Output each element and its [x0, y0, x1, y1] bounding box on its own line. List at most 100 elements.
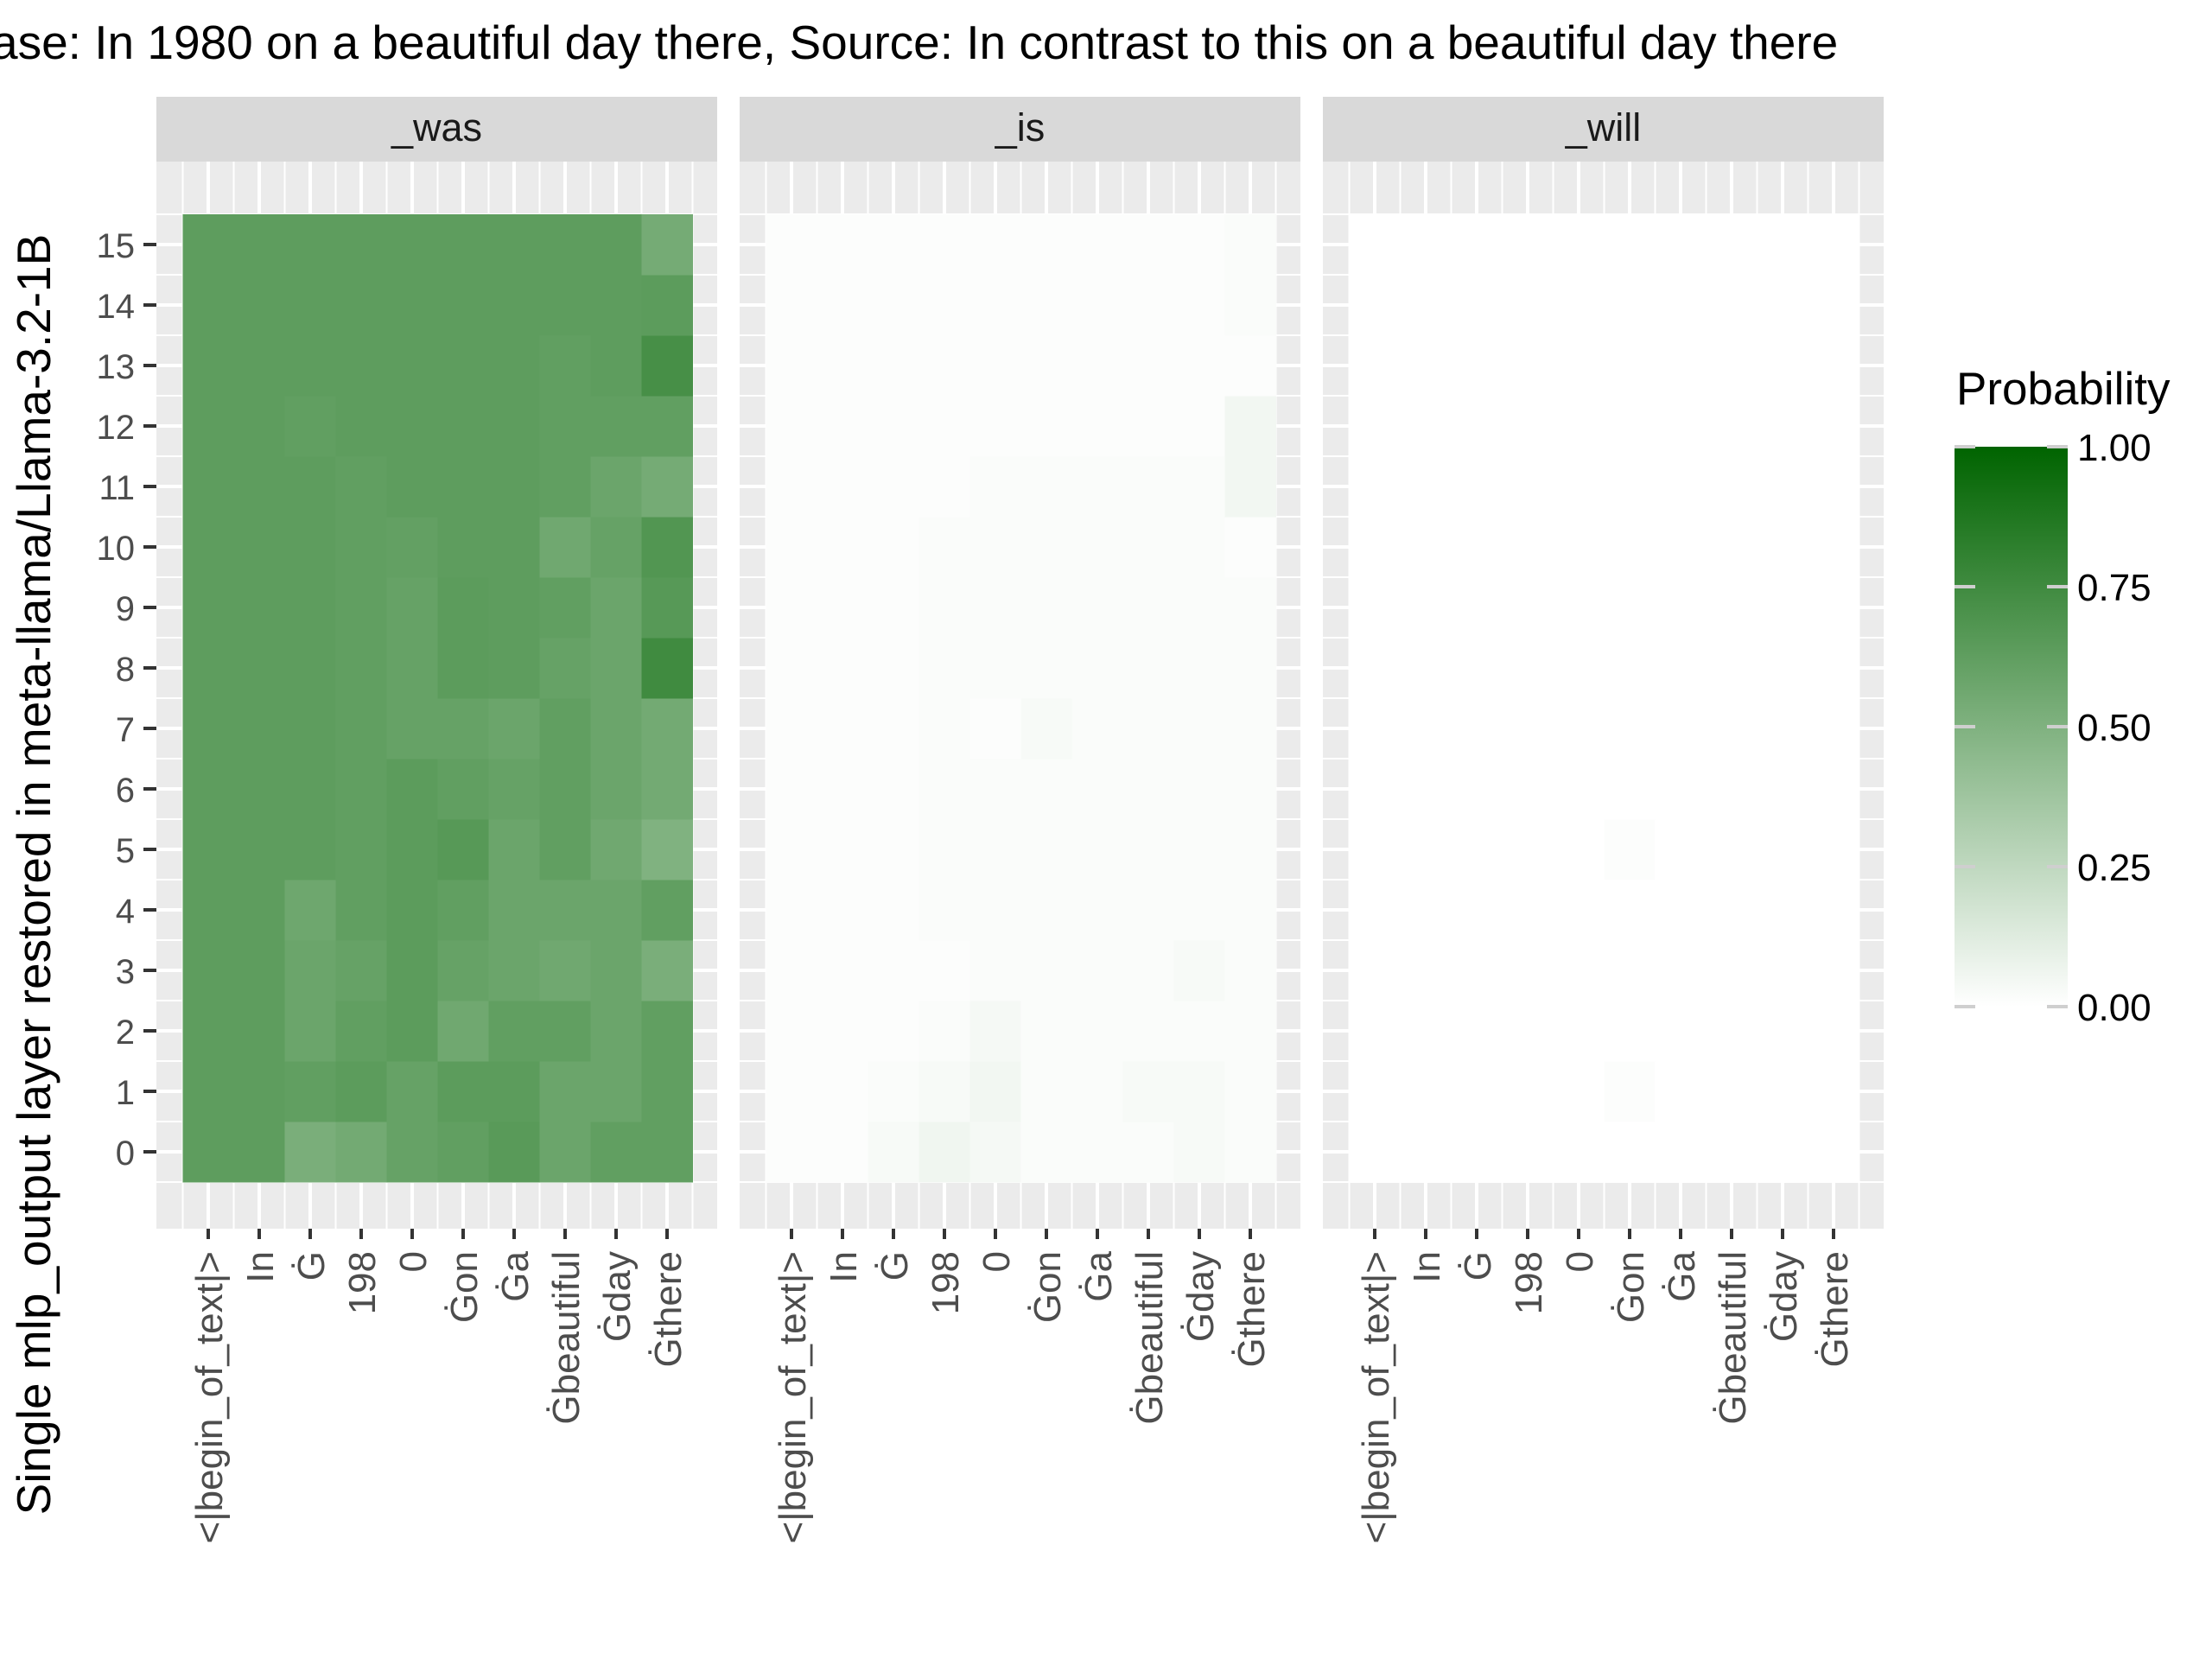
heatmap-cell: _was | layer 9 | 0: 0.6 — [386, 577, 438, 639]
heatmap-cell: _will | layer 2 | Ġon: 0 — [1604, 1001, 1656, 1062]
heatmap-cell: _is | layer 13 | Ġ: 0.01 — [868, 335, 919, 397]
y-tick-label: 5 — [116, 832, 135, 870]
heatmap-cell: _will | layer 15 | Ġday: 0 — [1757, 214, 1808, 276]
heatmap-cell: _is | layer 13 | <|begin_of_text|>: 0.01 — [766, 335, 817, 397]
heatmap-cell: _is | layer 10 | In: 0.01 — [817, 517, 868, 578]
heatmap-cell: _will | layer 8 | In: 0 — [1400, 638, 1452, 699]
heatmap-cell: _is | layer 1 | Ġon: 0.02 — [1020, 1061, 1072, 1122]
x-tick-label: Ġa — [494, 1250, 537, 1301]
heatmap-cell: _is | layer 12 | Ġon: 0.01 — [1020, 396, 1072, 457]
heatmap-cell: _is | layer 2 | Ġon: 0.02 — [1020, 1001, 1072, 1062]
heatmap-cell: _is | layer 7 | Ġa: 0.02 — [1071, 698, 1123, 760]
heatmap-cell: _is | layer 0 | Ġ: 0.03 — [868, 1122, 919, 1183]
heatmap-cell: _was | layer 3 | <|begin_of_text|>: 0.63 — [182, 940, 234, 1001]
heatmap-cell: _will | layer 9 | Ġon: 0 — [1604, 577, 1656, 639]
heatmap-cell: _is | layer 14 | Ġa: 0.01 — [1071, 275, 1123, 336]
heatmap-cell: _is | layer 15 | 0: 0.01 — [969, 214, 1021, 276]
y-tick-label: 13 — [97, 348, 136, 386]
facet-panel-is: _is _is | layer 0 | <|begin_of_text|>: 0.… — [740, 97, 1300, 1543]
legend-tick-label: 1.00 — [2077, 427, 2152, 469]
heatmap-cell: _will | layer 11 | Ġday: 0 — [1757, 456, 1808, 518]
heatmap-cell: _is | layer 9 | In: 0.01 — [817, 577, 868, 639]
heatmap-cell: _was | layer 8 | Ġthere: 0.75 — [641, 638, 693, 699]
y-tick-label: 0 — [116, 1135, 135, 1173]
heatmap-cell: _is | layer 4 | 0: 0.02 — [969, 880, 1021, 941]
heatmap-cell: _will | layer 4 | 0: 0 — [1553, 880, 1605, 941]
heatmap-cell: _is | layer 14 | <|begin_of_text|>: 0.01 — [766, 275, 817, 336]
heatmap-cell: _is | layer 8 | In: 0.01 — [817, 638, 868, 699]
heatmap-cell: _is | layer 13 | 0: 0.01 — [969, 335, 1021, 397]
heatmap-cell: _is | layer 13 | Ġthere: 0.01 — [1224, 335, 1276, 397]
heatmap-cell: _will | layer 11 | Ġa: 0 — [1655, 456, 1707, 518]
heatmap-cell: _will | layer 14 | Ġa: 0 — [1655, 275, 1707, 336]
heatmap-cell: _is | layer 2 | 0: 0.04 — [969, 1001, 1021, 1062]
heatmap-cell: _was | layer 2 | In: 0.63 — [233, 1001, 285, 1062]
heatmap-cell: _was | layer 0 | 0: 0.6 — [386, 1122, 438, 1183]
heatmap-cell: _was | layer 4 | Ġon: 0.62 — [437, 880, 489, 941]
heatmap-cell: _will | layer 12 | Ġ: 0 — [1451, 396, 1503, 457]
heatmap-cell: _was | layer 8 | Ġbeautiful: 0.6 — [539, 638, 591, 699]
heatmap-cell: _will | layer 14 | Ġbeautiful: 0 — [1706, 275, 1758, 336]
heatmap-cell: _was | layer 4 | Ġ: 0.57 — [284, 880, 336, 941]
x-tick-label: 198 — [341, 1251, 384, 1314]
heatmap-cell: _was | layer 9 | Ġ: 0.63 — [284, 577, 336, 639]
heatmap-cell: _is | layer 6 | 198: 0.02 — [918, 759, 970, 820]
heatmap-cell: _was | layer 2 | Ġa: 0.62 — [488, 1001, 540, 1062]
x-tick-label: Ġon — [443, 1251, 486, 1323]
heatmap-cell: _was | layer 1 | Ġday: 0.58 — [590, 1061, 642, 1122]
heatmap-cell: _was | layer 14 | <|begin_of_text|>: 0.6… — [182, 275, 234, 336]
heatmap-cell: _is | layer 3 | Ġa: 0.02 — [1071, 940, 1123, 1001]
heatmap-cell: _was | layer 15 | Ġday: 0.63 — [590, 214, 642, 276]
heatmap-cell: _was | layer 11 | 0: 0.63 — [386, 456, 438, 518]
heatmap-cell: _was | layer 14 | In: 0.63 — [233, 275, 285, 336]
legend-ticks: 1.00 0.75 0.50 0.25 0.00 — [1955, 427, 2152, 1029]
facet-strip-label: _is — [995, 105, 1046, 149]
x-tick-label: Ġa — [1661, 1250, 1703, 1301]
heatmap-cell: _was | layer 12 | 0: 0.63 — [386, 396, 438, 457]
heatmap-cell: _is | layer 0 | <|begin_of_text|>: 0.01 — [766, 1122, 817, 1183]
heatmap-cell: _was | layer 9 | <|begin_of_text|>: 0.63 — [182, 577, 234, 639]
heatmap-cell: _will | layer 14 | 0: 0 — [1553, 275, 1605, 336]
heatmap-cell: _will | layer 6 | <|begin_of_text|>: 0 — [1349, 759, 1401, 820]
heatmap-cell: _will | layer 12 | <|begin_of_text|>: 0 — [1349, 396, 1401, 457]
heatmap-cell: _will | layer 4 | In: 0 — [1400, 880, 1452, 941]
heatmap-cell: _will | layer 10 | Ġon: 0 — [1604, 517, 1656, 578]
heatmap-cell: _is | layer 14 | 198: 0.01 — [918, 275, 970, 336]
heatmap-cell: _was | layer 14 | Ġa: 0.63 — [488, 275, 540, 336]
heatmap-cell: _will | layer 3 | Ġday: 0 — [1757, 940, 1808, 1001]
heatmap-cell: _was | layer 9 | Ġday: 0.58 — [590, 577, 642, 639]
heatmap-cell: _will | layer 2 | 0: 0 — [1553, 1001, 1605, 1062]
heatmap-cell: _will | layer 14 | In: 0 — [1400, 275, 1452, 336]
heatmap-cell: _will | layer 0 | 198: 0 — [1502, 1122, 1554, 1183]
heatmap-cell: _is | layer 12 | Ġthere: 0.05 — [1224, 396, 1276, 457]
heatmap-cell: _is | layer 2 | Ġa: 0.02 — [1071, 1001, 1123, 1062]
heatmap-cell: _will | layer 7 | Ġa: 0 — [1655, 698, 1707, 760]
heatmap-cell: _is | layer 8 | 0: 0.02 — [969, 638, 1021, 699]
heatmap-cell: _is | layer 6 | 0: 0.02 — [969, 759, 1021, 820]
heatmap-cell: _is | layer 8 | Ġa: 0.02 — [1071, 638, 1123, 699]
heatmap-cell: _will | layer 4 | Ġ: 0 — [1451, 880, 1503, 941]
heatmap-cell: _was | layer 14 | 198: 0.63 — [335, 275, 387, 336]
heatmap-cell: _is | layer 9 | Ġ: 0.01 — [868, 577, 919, 639]
heatmap-cell: _is | layer 11 | Ġthere: 0.05 — [1224, 456, 1276, 518]
heatmap-cell: _is | layer 5 | In: 0.01 — [817, 819, 868, 880]
heatmap-cell: _is | layer 1 | Ġday: 0.03 — [1173, 1061, 1225, 1122]
heatmap-cell: _is | layer 15 | Ġon: 0.01 — [1020, 214, 1072, 276]
heatmap-cell: _is | layer 11 | Ġa: 0.02 — [1071, 456, 1123, 518]
heatmap-cell: _was | layer 3 | Ġon: 0.6 — [437, 940, 489, 1001]
heatmap-cell: _is | layer 12 | <|begin_of_text|>: 0.01 — [766, 396, 817, 457]
heatmap-cell: _is | layer 4 | <|begin_of_text|>: 0.01 — [766, 880, 817, 941]
heatmap-cell: _will | layer 0 | <|begin_of_text|>: 0 — [1349, 1122, 1401, 1183]
heatmap-cell: _will | layer 1 | Ġbeautiful: 0 — [1706, 1061, 1758, 1122]
heatmap-cell: _is | layer 6 | Ġbeautiful: 0.02 — [1122, 759, 1174, 820]
heatmap-cell: _was | layer 15 | Ġ: 0.63 — [284, 214, 336, 276]
heatmap-cell: _was | layer 6 | In: 0.63 — [233, 759, 285, 820]
heatmap-cell: _was | layer 4 | Ġday: 0.58 — [590, 880, 642, 941]
heatmap-cell: _will | layer 10 | Ġthere: 0 — [1808, 517, 1859, 578]
heatmap-cell: _is | layer 11 | Ġon: 0.02 — [1020, 456, 1072, 518]
heatmap-cell: _will | layer 12 | In: 0 — [1400, 396, 1452, 457]
heatmap-cell: _was | layer 4 | 0: 0.64 — [386, 880, 438, 941]
heatmap-cell: _will | layer 15 | Ġa: 0 — [1655, 214, 1707, 276]
heatmap-cell: _will | layer 12 | Ġbeautiful: 0 — [1706, 396, 1758, 457]
